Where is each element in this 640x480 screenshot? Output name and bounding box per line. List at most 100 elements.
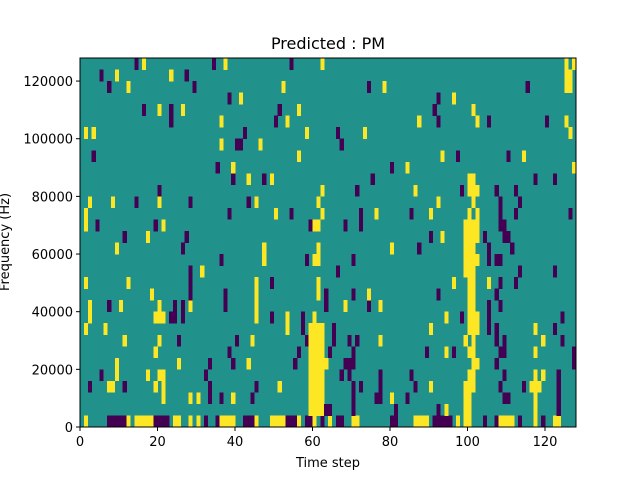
heatmap-cell-high bbox=[378, 300, 383, 312]
heatmap-cell-low bbox=[355, 184, 360, 197]
heatmap-cell-high bbox=[297, 104, 302, 116]
heatmap-cell-high bbox=[440, 150, 445, 163]
heatmap-cell-low bbox=[409, 369, 414, 382]
heatmap-cell-low bbox=[99, 369, 104, 382]
heatmap-cell-high bbox=[262, 254, 267, 266]
heatmap-cell-high bbox=[145, 230, 151, 243]
heatmap-cell-low bbox=[324, 288, 329, 301]
heatmap-cell-low bbox=[494, 415, 499, 428]
heatmap-cell-high bbox=[308, 346, 325, 359]
heatmap-cell-high bbox=[572, 58, 577, 70]
heatmap-cell-low bbox=[370, 173, 375, 186]
heatmap-cell-low bbox=[250, 392, 255, 405]
heatmap-cell-low bbox=[227, 346, 232, 359]
heatmap-cell-low bbox=[188, 265, 193, 278]
heatmap-cell-high bbox=[440, 230, 445, 243]
heatmap-cell-high bbox=[320, 207, 325, 220]
y-axis-label: Frequency (Hz) bbox=[0, 193, 13, 291]
heatmap-cell-high bbox=[320, 58, 325, 70]
heatmap-cell-low bbox=[188, 196, 193, 209]
heatmap-cell-low bbox=[459, 311, 464, 324]
heatmap-cell-high bbox=[161, 380, 166, 393]
heatmap-cell-high bbox=[297, 415, 302, 428]
heatmap-cell-low bbox=[134, 58, 139, 70]
heatmap-cell-low bbox=[541, 415, 546, 428]
heatmap-cell-high bbox=[153, 346, 158, 359]
heatmap-cell-high bbox=[467, 207, 472, 220]
heatmap-cell-low bbox=[351, 346, 356, 359]
heatmap-cell-low bbox=[494, 323, 499, 336]
heatmap-cell-low bbox=[107, 300, 112, 312]
heatmap-cell-high bbox=[366, 288, 371, 301]
heatmap-cell-low bbox=[502, 392, 511, 405]
heatmap-cell-high bbox=[320, 184, 325, 197]
heatmap-cell-low bbox=[235, 334, 240, 347]
heatmap-cell-low bbox=[300, 311, 306, 324]
heatmap-cell-high bbox=[533, 403, 538, 416]
heatmap-cell-high bbox=[498, 415, 515, 428]
heatmap-cell-low bbox=[347, 369, 352, 382]
heatmap-cell-low bbox=[517, 265, 523, 278]
heatmap-cell-high bbox=[471, 196, 476, 209]
heatmap-cell-high bbox=[463, 392, 472, 405]
heatmap-cell-low bbox=[351, 403, 356, 416]
heatmap-cell-low bbox=[359, 219, 364, 232]
heatmap-cell-high bbox=[254, 311, 259, 324]
heatmap-cell-high bbox=[568, 127, 573, 140]
heatmap-cell-high bbox=[196, 415, 201, 428]
heatmap-cell-low bbox=[207, 357, 213, 370]
heatmap-cell-low bbox=[374, 392, 383, 405]
heatmap-cell-high bbox=[564, 69, 573, 82]
heatmap-cell-low bbox=[483, 415, 488, 428]
heatmap-cell-high bbox=[533, 392, 538, 405]
heatmap-cell-high bbox=[157, 300, 162, 312]
heatmap-cell-low bbox=[204, 415, 209, 428]
heatmap-cell-low bbox=[514, 207, 519, 220]
heatmap-cell-low bbox=[560, 311, 565, 324]
heatmap-cell-low bbox=[289, 207, 294, 220]
heatmap-cell-high bbox=[308, 357, 329, 370]
y-tick-label: 100000 bbox=[23, 133, 73, 148]
heatmap-cell-low bbox=[525, 81, 530, 93]
heatmap-cell-low bbox=[328, 346, 333, 359]
heatmap-cell-low bbox=[494, 288, 499, 301]
y-tick-label: 40000 bbox=[32, 306, 73, 321]
heatmap-cell-high bbox=[343, 300, 348, 312]
heatmap-cell-low bbox=[173, 300, 178, 312]
heatmap-cell-low bbox=[552, 265, 557, 278]
heatmap-cell-low bbox=[304, 415, 313, 428]
heatmap-cell-high bbox=[142, 58, 147, 70]
heatmap-cell-high bbox=[382, 81, 387, 93]
heatmap-cell-low bbox=[494, 357, 499, 370]
heatmap-cell-high bbox=[533, 346, 538, 359]
y-tick-label: 20000 bbox=[32, 363, 73, 378]
heatmap-cell-high bbox=[118, 300, 123, 312]
heatmap-cell-low bbox=[351, 392, 356, 405]
heatmap-cell-high bbox=[83, 323, 89, 336]
heatmap-cell-low bbox=[91, 150, 96, 163]
heatmap-cell-high bbox=[188, 415, 193, 428]
heatmap-cell-low bbox=[304, 254, 309, 266]
heatmap-cell-high bbox=[153, 380, 158, 393]
heatmap-cell-high bbox=[463, 415, 472, 428]
heatmap-cell-low bbox=[556, 380, 561, 393]
heatmap-cell-high bbox=[572, 161, 577, 174]
x-tick-label: 60 bbox=[304, 435, 321, 450]
heatmap-cell-high bbox=[444, 311, 449, 324]
heatmap-cell-high bbox=[246, 357, 251, 370]
heatmap-cell-low bbox=[134, 196, 139, 209]
heatmap-cell-high bbox=[463, 403, 472, 416]
heatmap-cell-high bbox=[269, 173, 275, 186]
heatmap-cell-low bbox=[227, 207, 232, 220]
heatmap-cell-low bbox=[331, 334, 337, 347]
heatmap-cell-high bbox=[413, 184, 418, 197]
heatmap-cell-low bbox=[207, 392, 213, 405]
heatmap-cell-low bbox=[432, 104, 437, 116]
heatmap-cell-high bbox=[428, 323, 433, 336]
heatmap-cell-high bbox=[238, 92, 244, 105]
heatmap-cell-high bbox=[312, 415, 317, 428]
heatmap-cell-low bbox=[324, 403, 333, 416]
heatmap-cell-low bbox=[405, 392, 410, 405]
plot-frame bbox=[79, 57, 577, 428]
heatmap-cell-low bbox=[556, 392, 561, 405]
